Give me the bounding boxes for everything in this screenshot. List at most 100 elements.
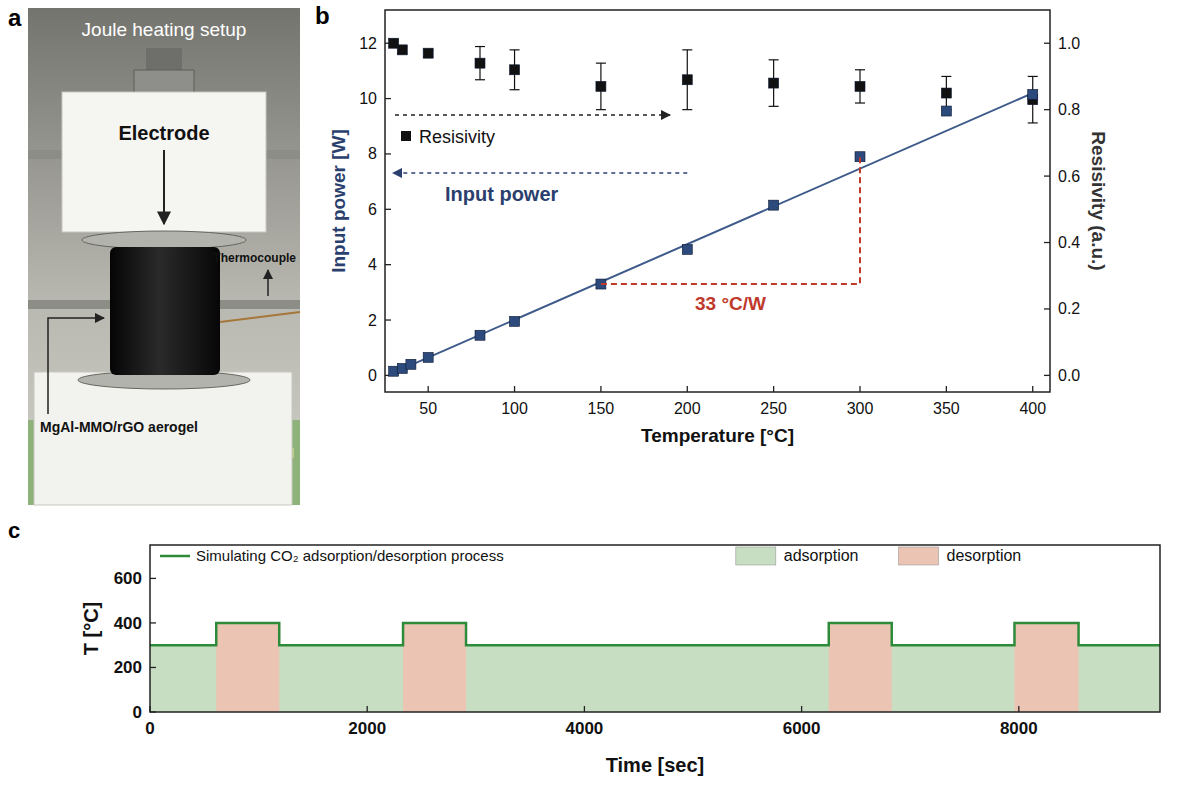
- y2-axis-title: Resisivity (a.u.): [1088, 131, 1109, 270]
- legend-marker: [401, 131, 411, 141]
- data-point: [397, 45, 407, 55]
- y-tick: [385, 264, 391, 265]
- y-tick: [150, 622, 156, 623]
- x-tick: [367, 706, 368, 712]
- sample-arrow: [48, 318, 104, 414]
- x-tick-label: 8000: [1000, 719, 1038, 738]
- region-fill: [1014, 545, 1078, 712]
- data-point: [596, 81, 606, 91]
- x-tick: [687, 386, 688, 392]
- data-point: [941, 88, 951, 98]
- error-cap: [941, 76, 951, 77]
- data-point: [475, 330, 485, 340]
- region-fill: [403, 545, 466, 712]
- x-tick: [428, 386, 429, 392]
- y-tick-label: 400: [114, 614, 142, 633]
- top-block: [62, 92, 266, 232]
- error-cap: [596, 63, 606, 64]
- y-tick-label: 200: [114, 658, 142, 677]
- x-tick: [584, 706, 585, 712]
- plot-frame: [385, 10, 1050, 392]
- thermocouple-label: Thermocouple: [213, 251, 296, 265]
- error-bar: [596, 63, 606, 110]
- panel-a: aJoule heating setupElectrodeThermocoupl…: [8, 4, 300, 505]
- y2-tick-label: 1.0: [1058, 35, 1080, 52]
- electrode-disk: [82, 231, 246, 249]
- x-tick: [1032, 386, 1033, 392]
- x-tick-label: 250: [760, 400, 787, 417]
- error-cap: [475, 46, 485, 47]
- line-series: [150, 623, 1160, 645]
- panel-letter: b: [315, 2, 330, 29]
- y-axis-title: T [°C]: [80, 602, 102, 656]
- error-cap: [475, 79, 485, 80]
- error-cap: [510, 89, 520, 90]
- y-tick-label: 6: [368, 201, 377, 218]
- x-tick: [946, 386, 947, 392]
- legend-label: Input power: [445, 183, 559, 205]
- y2-tick: [1044, 375, 1050, 376]
- y-tick: [150, 578, 156, 579]
- nut: [134, 70, 194, 94]
- x-tick: [600, 386, 601, 392]
- y2-tick: [1044, 308, 1050, 309]
- x-tick-label: 6000: [783, 719, 821, 738]
- y-tick-label: 2: [368, 312, 377, 329]
- x-tick-label: 200: [674, 400, 701, 417]
- error-cap: [1028, 122, 1038, 123]
- error-cap: [769, 106, 779, 107]
- sample-label: MgAl-MMO/rGO aerogel: [40, 419, 198, 435]
- error-bar: [769, 60, 779, 107]
- error-cap: [1028, 76, 1038, 77]
- figure: aJoule heating setupElectrodeThermocoupl…: [0, 0, 1180, 804]
- y-tick: [385, 153, 391, 154]
- data-point: [682, 75, 692, 85]
- legend-label: adsorption: [784, 547, 859, 564]
- y-axis-title: Input power [W]: [328, 129, 349, 273]
- error-cap: [596, 109, 606, 110]
- x-tick-label: 0: [145, 719, 154, 738]
- legend-swatch: [899, 547, 939, 565]
- x-tick-label: 350: [933, 400, 960, 417]
- y-tick-label: 0: [368, 367, 377, 384]
- data-point: [941, 106, 951, 116]
- annotation-text: 33 °C/W: [695, 293, 766, 314]
- data-point: [855, 81, 865, 91]
- x-tick-label: 4000: [565, 719, 603, 738]
- y2-tick: [1044, 109, 1050, 110]
- plot-area: [150, 545, 1160, 712]
- aerogel-cylinder: [110, 247, 220, 375]
- panel-letter: c: [8, 518, 20, 543]
- fit-line: [394, 93, 1033, 373]
- x-tick-label: 50: [419, 400, 437, 417]
- data-point: [406, 359, 416, 369]
- data-point: [769, 78, 779, 88]
- y2-tick: [1044, 43, 1050, 44]
- plot-frame: [150, 545, 1160, 712]
- legend-label: Simulating CO₂ adsorption/desorption pro…: [196, 547, 504, 564]
- y2-tick-label: 0.4: [1058, 234, 1080, 251]
- y-tick: [385, 98, 391, 99]
- data-point: [510, 316, 520, 326]
- x-tick: [859, 386, 860, 392]
- error-cap: [769, 59, 779, 60]
- y-tick-label: 12: [359, 35, 377, 52]
- x-axis-title: Temperature [°C]: [641, 425, 794, 446]
- base-block: [34, 372, 292, 505]
- y-tick: [385, 319, 391, 320]
- x-tick: [514, 386, 515, 392]
- panel-letter: a: [8, 4, 22, 31]
- error-cap: [682, 49, 692, 50]
- data-point: [423, 48, 433, 58]
- legend-label: desorption: [947, 547, 1022, 564]
- region-fill: [150, 545, 1160, 712]
- y2-tick: [1044, 175, 1050, 176]
- photo-title: Joule heating setup: [82, 19, 247, 40]
- y2-tick: [1044, 242, 1050, 243]
- error-bar: [510, 50, 520, 90]
- error-bar: [855, 70, 865, 103]
- area-fill: [150, 545, 1160, 712]
- x-tick-label: 300: [847, 400, 874, 417]
- y-tick-label: 10: [359, 90, 377, 107]
- x-tick-label: 100: [501, 400, 528, 417]
